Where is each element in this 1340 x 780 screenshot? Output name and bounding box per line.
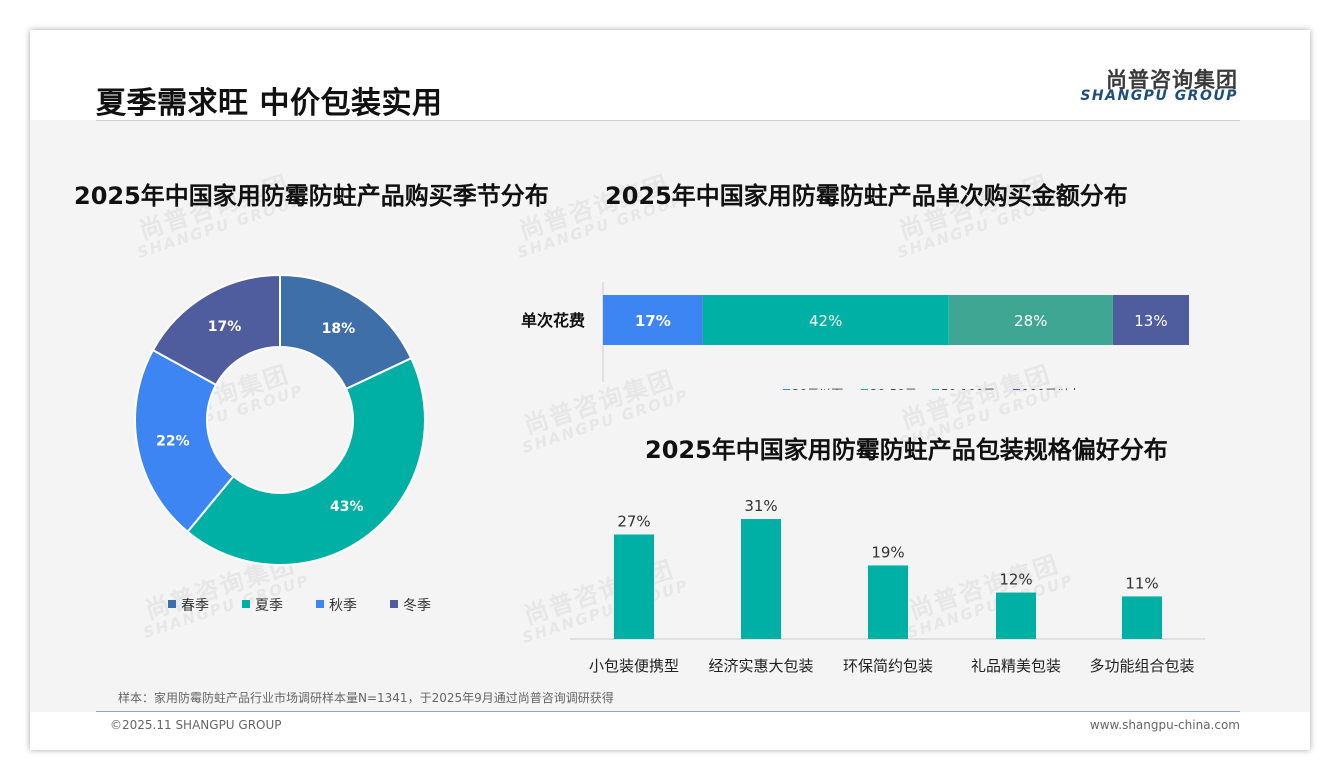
legend-label: 20元以下 — [792, 387, 843, 390]
package-chart-title: 2025年中国家用防霉防蛀产品包装规格偏好分布 — [645, 436, 1168, 464]
legend-label: 20-50元 — [870, 387, 917, 390]
column-category-label: 经济实惠大包装 — [708, 657, 813, 675]
column-value-label: 27% — [617, 512, 650, 530]
column-bar-2 — [741, 519, 781, 639]
legend-label: 夏季 — [255, 598, 283, 614]
brand-logo-cn: 尚普咨询集团 — [1106, 68, 1238, 92]
segment-label: 17% — [635, 312, 671, 330]
package-column-chart: 27% 小包装便携型 31% 经济实惠大包装 19% 环保简约包装 12% 礼品精美包装 11%… — [570, 497, 1205, 675]
segment-label: 13% — [1134, 312, 1167, 330]
stacked-segment-2 — [702, 295, 949, 345]
donut-slice-label: 17% — [208, 319, 242, 335]
legend-swatch — [932, 389, 939, 390]
legend-swatch — [861, 389, 868, 390]
legend-label: 冬季 — [403, 598, 431, 614]
donut-slice-1 — [279, 273, 413, 391]
column-bar-3 — [868, 565, 908, 639]
column-value-label: 19% — [871, 543, 904, 561]
category-label: 单次花费 — [521, 311, 585, 330]
season-donut-chart: 18% 43% 22% 17% 春季 夏季 秋季 冬季 — [134, 273, 431, 614]
column-category-label: 环保简约包装 — [843, 657, 933, 675]
spend-stacked-bar-chart: 单次花费 17% 42% 28% 13% 20元以下 20-50元 50-100元 100元以上 — [521, 282, 1189, 390]
spend-chart-title: 2025年中国家用防霉防蛀产品单次购买金额分布 — [605, 182, 1128, 210]
footer-divider — [96, 711, 1240, 712]
segment-label: 42% — [809, 312, 842, 330]
page-title: 夏季需求旺 中价包装实用 — [96, 86, 443, 121]
stacked-segment-1 — [603, 295, 703, 345]
legend-swatch — [242, 600, 250, 608]
sample-footnote: 样本：家用防霉防蛀产品行业市场调研样本量N=1341，于2025年9月通过尚普咨… — [118, 691, 614, 705]
legend-label: 春季 — [181, 598, 209, 614]
donut-slice-3 — [134, 348, 235, 534]
column-category-label: 多功能组合包装 — [1089, 657, 1194, 675]
legend-swatch — [316, 600, 324, 608]
column-bar-5 — [1122, 596, 1162, 639]
column-bar-4 — [996, 592, 1036, 639]
donut-slice-label: 43% — [330, 499, 364, 515]
column-category-label: 礼品精美包装 — [971, 657, 1061, 675]
legend-swatch — [1013, 389, 1020, 390]
header-divider — [96, 120, 1240, 121]
column-bar-1 — [614, 534, 654, 639]
brand-logo-en: SHANGPU GROUP — [1080, 88, 1238, 104]
header-band — [30, 30, 1310, 120]
legend-swatch — [783, 389, 790, 390]
donut-slice-4 — [151, 273, 281, 387]
donut-slice-label: 18% — [322, 321, 356, 337]
footer-band — [30, 712, 1310, 750]
stacked-segment-4 — [1112, 295, 1189, 345]
column-value-label: 31% — [744, 497, 777, 515]
season-chart-title: 2025年中国家用防霉防蛀产品购买季节分布 — [74, 182, 549, 210]
legend-label: 50-100元 — [941, 387, 996, 390]
legend-label: 秋季 — [329, 598, 357, 614]
legend-swatch — [390, 600, 398, 608]
stacked-segment-3 — [948, 295, 1113, 345]
column-value-label: 12% — [999, 571, 1032, 589]
copyright: ©2025.11 SHANGPU GROUP — [110, 718, 282, 732]
website: www.shangpu-china.com — [1089, 718, 1240, 732]
donut-slice-label: 22% — [156, 433, 190, 449]
donut-slice-2 — [186, 356, 426, 566]
legend-label: 100元以上 — [1022, 387, 1081, 390]
column-category-label: 小包装便携型 — [589, 657, 679, 675]
legend-swatch — [168, 600, 176, 608]
segment-label: 28% — [1014, 312, 1047, 330]
column-value-label: 11% — [1125, 574, 1158, 592]
slide: 夏季需求旺 中价包装实用 尚普咨询集团 SHANGPU GROUP 尚普咨询集团… — [30, 30, 1310, 750]
